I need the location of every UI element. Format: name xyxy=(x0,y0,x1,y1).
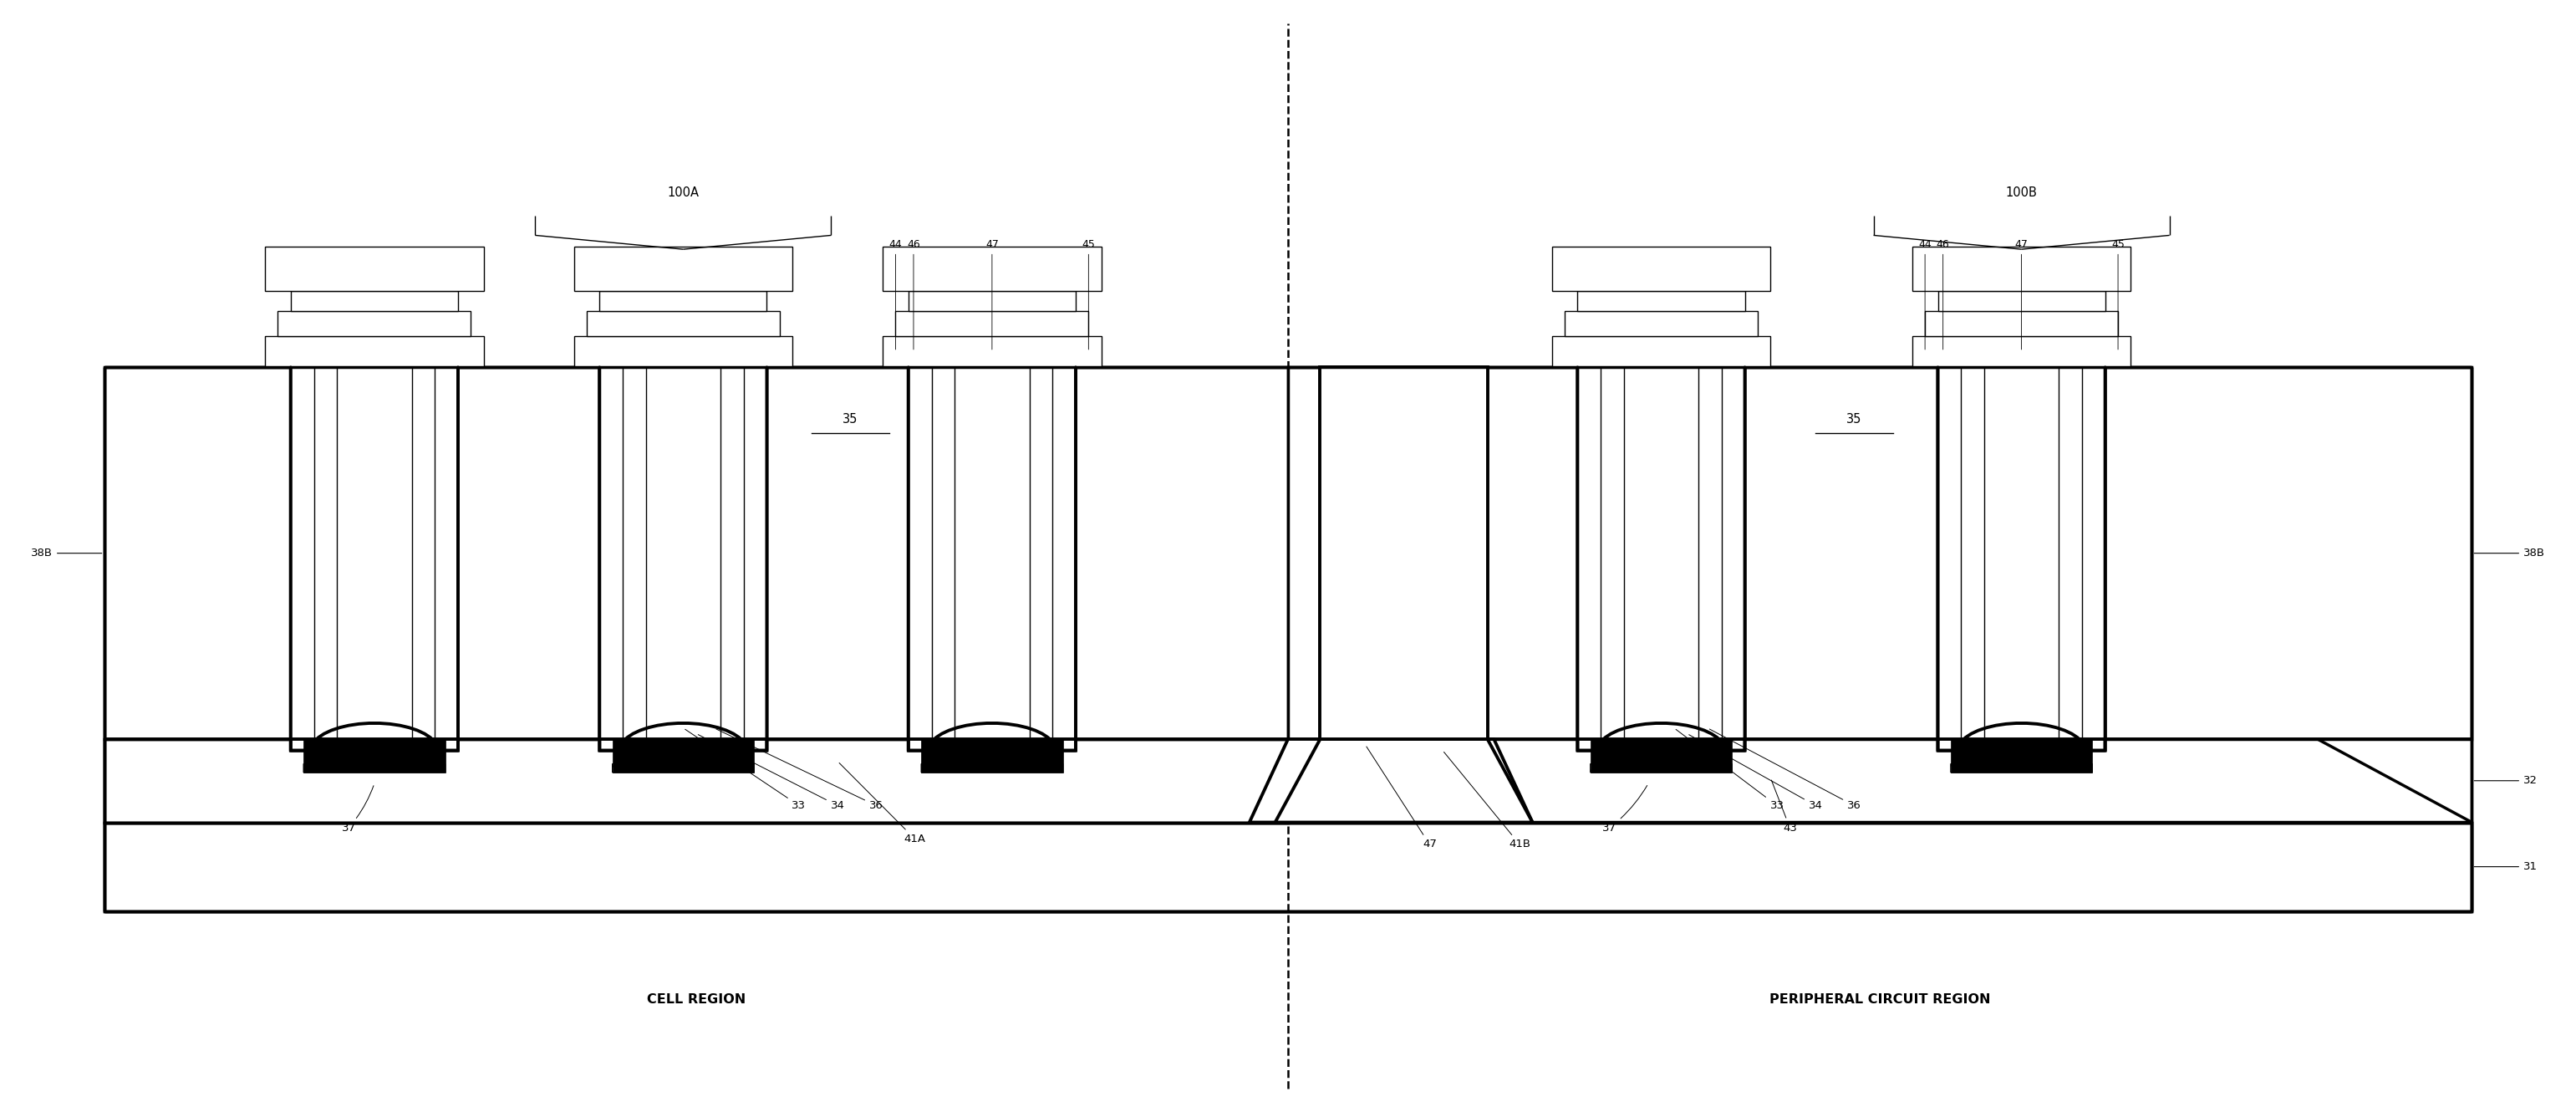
Bar xyxy=(304,739,446,773)
Text: 47: 47 xyxy=(987,239,999,349)
Text: 35: 35 xyxy=(1847,414,1862,426)
Text: 36: 36 xyxy=(1710,729,1862,811)
Bar xyxy=(1600,367,1721,739)
Bar xyxy=(574,247,793,290)
Polygon shape xyxy=(1950,747,2092,773)
Text: 45: 45 xyxy=(1082,239,1095,349)
Text: 37: 37 xyxy=(1602,785,1646,833)
Text: 34: 34 xyxy=(698,735,845,811)
Bar xyxy=(1288,367,2473,739)
Text: 35: 35 xyxy=(842,414,858,426)
Bar xyxy=(884,336,1103,367)
Bar xyxy=(1924,310,2117,336)
Bar xyxy=(265,247,484,290)
Text: CELL REGION: CELL REGION xyxy=(647,994,744,1006)
Bar xyxy=(1937,290,2105,310)
Text: 32: 32 xyxy=(2473,775,2537,786)
Bar xyxy=(647,367,721,739)
Bar xyxy=(956,367,1030,739)
Bar xyxy=(291,290,459,310)
Text: 44: 44 xyxy=(1919,239,1932,349)
Polygon shape xyxy=(600,367,768,751)
Text: 46: 46 xyxy=(907,239,920,349)
Bar xyxy=(884,247,1103,290)
Polygon shape xyxy=(909,367,1077,751)
Bar xyxy=(278,310,471,336)
Text: 34: 34 xyxy=(1690,735,1824,811)
Polygon shape xyxy=(1249,739,1533,822)
Bar xyxy=(1937,367,2105,739)
Text: 38B: 38B xyxy=(31,548,103,558)
Text: 33: 33 xyxy=(685,729,806,811)
Polygon shape xyxy=(304,747,446,773)
Bar xyxy=(1950,739,2092,773)
Polygon shape xyxy=(613,747,755,773)
Bar xyxy=(1577,367,1744,739)
Bar xyxy=(1551,247,1770,290)
Bar xyxy=(1911,336,2130,367)
Bar xyxy=(1564,310,1757,336)
Text: 41B: 41B xyxy=(1445,752,1530,850)
Bar xyxy=(103,822,2473,911)
Text: 41A: 41A xyxy=(840,763,925,844)
Polygon shape xyxy=(1937,367,2105,751)
Bar xyxy=(909,290,1077,310)
Bar xyxy=(337,367,412,739)
Bar xyxy=(623,367,744,739)
Text: 43: 43 xyxy=(1772,781,1798,833)
Bar xyxy=(103,739,1288,822)
Bar xyxy=(613,739,755,773)
Text: 38B: 38B xyxy=(2473,548,2545,558)
Bar xyxy=(1984,367,2058,739)
Polygon shape xyxy=(1589,747,1731,773)
Text: 44: 44 xyxy=(889,239,902,349)
Polygon shape xyxy=(1288,739,2473,822)
Bar xyxy=(909,367,1077,739)
Text: 33: 33 xyxy=(1677,729,1785,811)
Bar xyxy=(1911,247,2130,290)
Bar xyxy=(600,367,768,739)
Bar xyxy=(587,310,781,336)
Polygon shape xyxy=(291,367,459,751)
Bar xyxy=(933,367,1054,739)
Bar xyxy=(103,822,2473,911)
Text: 31: 31 xyxy=(2473,862,2537,872)
Bar xyxy=(291,367,459,739)
Polygon shape xyxy=(1577,367,1744,751)
Text: 100A: 100A xyxy=(667,186,698,199)
Bar xyxy=(103,367,1288,739)
Polygon shape xyxy=(1275,739,1533,822)
Bar xyxy=(1577,290,1744,310)
Text: 45: 45 xyxy=(2112,239,2125,349)
Text: PERIPHERAL CIRCUIT REGION: PERIPHERAL CIRCUIT REGION xyxy=(1770,994,1991,1006)
Text: 47: 47 xyxy=(1365,746,1437,850)
Bar xyxy=(922,739,1064,773)
Bar xyxy=(314,367,435,739)
Text: 37: 37 xyxy=(343,786,374,833)
Bar xyxy=(1551,336,1770,367)
Text: 36: 36 xyxy=(716,729,884,811)
Bar xyxy=(1589,739,1731,773)
Bar xyxy=(574,336,793,367)
Text: 46: 46 xyxy=(1937,239,1950,349)
Bar xyxy=(896,310,1090,336)
Bar xyxy=(1623,367,1698,739)
Bar xyxy=(103,739,1288,822)
Bar xyxy=(265,336,484,367)
Text: 47: 47 xyxy=(2014,239,2027,349)
Bar xyxy=(1319,367,1486,739)
Polygon shape xyxy=(922,747,1064,773)
Text: 100B: 100B xyxy=(2007,186,2038,199)
Bar xyxy=(1960,367,2081,739)
Bar xyxy=(600,290,768,310)
